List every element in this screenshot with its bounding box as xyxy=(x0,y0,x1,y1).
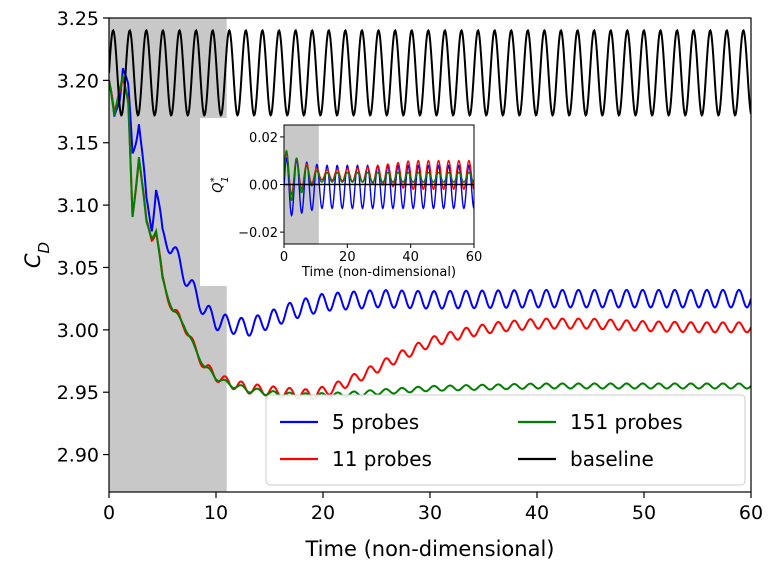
main-xtick-label: 60 xyxy=(739,502,763,524)
legend-label: 5 probes xyxy=(332,410,419,434)
main-xtick-label: 30 xyxy=(418,502,442,524)
main-y-axis-label-subscript: D xyxy=(35,242,53,254)
main-series-group xyxy=(109,28,751,401)
main-series-line xyxy=(109,67,751,337)
inset-ytick-label: −0.02 xyxy=(238,226,278,241)
inset-xtick-label: 40 xyxy=(402,250,419,265)
main-ytick-label: 3.05 xyxy=(57,257,99,279)
main-y-axis-label: CD xyxy=(21,242,53,268)
inset-xtick-label: 60 xyxy=(466,250,483,265)
inset-y-axis-label-superscript: * xyxy=(209,177,220,182)
main-ytick-label: 3.25 xyxy=(57,8,99,30)
main-ytick-label: 3.15 xyxy=(57,133,99,155)
main-ytick-label: 3.20 xyxy=(57,70,99,92)
main-ytick-label: 2.95 xyxy=(57,382,99,404)
inset-xtick-label: 20 xyxy=(339,250,356,265)
inset-series-group xyxy=(284,149,474,217)
legend-label: 11 probes xyxy=(332,447,432,471)
main-xtick-label: 50 xyxy=(632,502,656,524)
main-ytick-label: 3.10 xyxy=(57,195,99,217)
main-x-axis-label: Time (non-dimensional) xyxy=(305,537,555,561)
inset-ytick-label: 0.00 xyxy=(249,179,278,194)
inset-xtick-label: 0 xyxy=(280,250,288,265)
main-ytick-label: 2.90 xyxy=(57,445,99,467)
inset-y-axis-label: Q1* xyxy=(209,176,231,193)
legend-label: 151 probes xyxy=(570,410,683,434)
main-xtick-label: 40 xyxy=(525,502,549,524)
legend-box xyxy=(265,394,746,486)
main-xtick-label: 0 xyxy=(103,502,115,524)
main-xtick-label: 10 xyxy=(204,502,228,524)
main-xtick-label: 20 xyxy=(311,502,335,524)
main-series-line xyxy=(109,75,751,400)
main-series-line xyxy=(109,28,751,117)
inset-ytick-label: 0.02 xyxy=(249,131,278,146)
legend-label: baseline xyxy=(570,447,654,471)
main-ytick-label: 3.00 xyxy=(57,320,99,342)
inset-series-line xyxy=(284,149,474,202)
inset-x-axis-label: Time (non-dimensional) xyxy=(301,265,456,280)
inset-y-axis-label-subscript: 1 xyxy=(220,176,231,182)
